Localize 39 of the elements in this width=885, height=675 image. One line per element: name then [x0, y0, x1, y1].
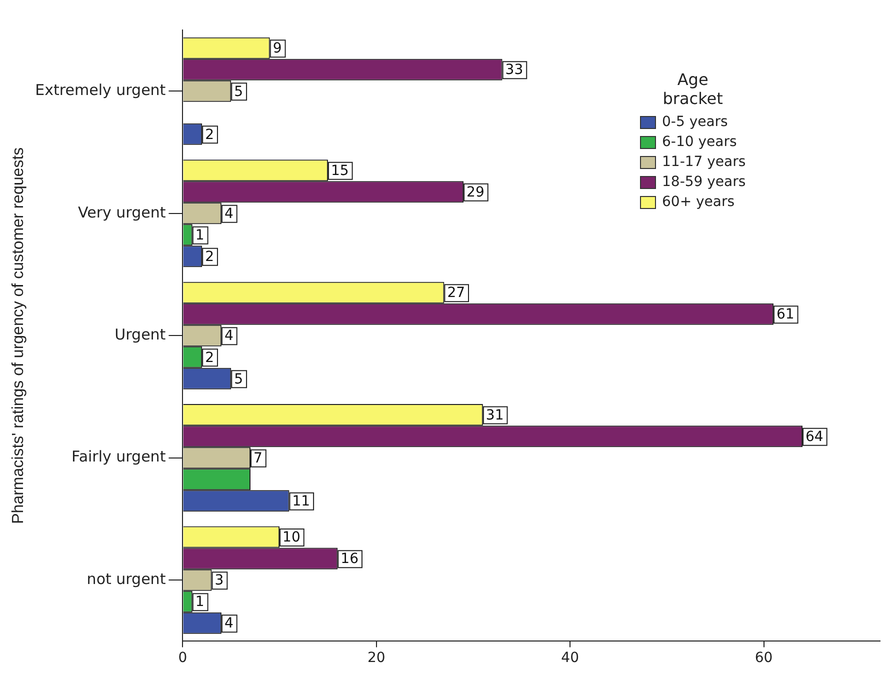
data-label: 11: [292, 494, 310, 510]
legend-label: 60+ years: [662, 194, 735, 210]
data-label: 9: [272, 40, 282, 57]
legend-title: Age bracket: [662, 70, 724, 108]
data-label: 1: [195, 228, 204, 244]
data-label: 3: [214, 572, 224, 589]
data-label: 31: [486, 407, 504, 424]
data-label: 4: [224, 616, 234, 632]
data-label: 61: [776, 306, 794, 323]
data-label: 33: [505, 62, 524, 78]
data-label: 5: [234, 84, 244, 100]
data-label: 4: [224, 328, 234, 344]
y-tick-label: not urgent: [86, 570, 166, 588]
data-label: 4: [224, 206, 234, 222]
data-label: 2: [205, 126, 214, 143]
y-tick-label: Very urgent: [78, 203, 166, 222]
data-label: 2: [205, 350, 214, 366]
x-tick-label: 40: [561, 650, 580, 666]
legend-label: 0-5 years: [662, 114, 728, 130]
data-label: 10: [282, 530, 300, 546]
data-label: 29: [466, 184, 484, 200]
data-label: 2: [205, 249, 214, 266]
y-axis-title: Pharmacists' ratings of urgency of customer requests: [10, 147, 28, 524]
y-tick-label: Fairly urgent: [72, 448, 166, 466]
data-label: 64: [806, 428, 824, 445]
y-tick-label: Extremely urgent: [35, 81, 166, 100]
legend-label: 18-59 years: [662, 174, 746, 190]
legend-label: 6-10 years: [662, 134, 737, 150]
data-label: 1: [195, 594, 204, 610]
data-label: 5: [234, 371, 244, 388]
y-tick-label: Urgent: [114, 325, 166, 344]
x-tick-label: 20: [367, 650, 386, 666]
data-label: 7: [253, 450, 262, 466]
data-label: 27: [447, 285, 466, 302]
data-label: 16: [340, 551, 359, 568]
x-tick-label: 0: [178, 650, 188, 666]
legend-label: 11-17 years: [662, 154, 746, 170]
data-label: 15: [330, 162, 349, 179]
x-tick-label: 60: [754, 650, 773, 666]
